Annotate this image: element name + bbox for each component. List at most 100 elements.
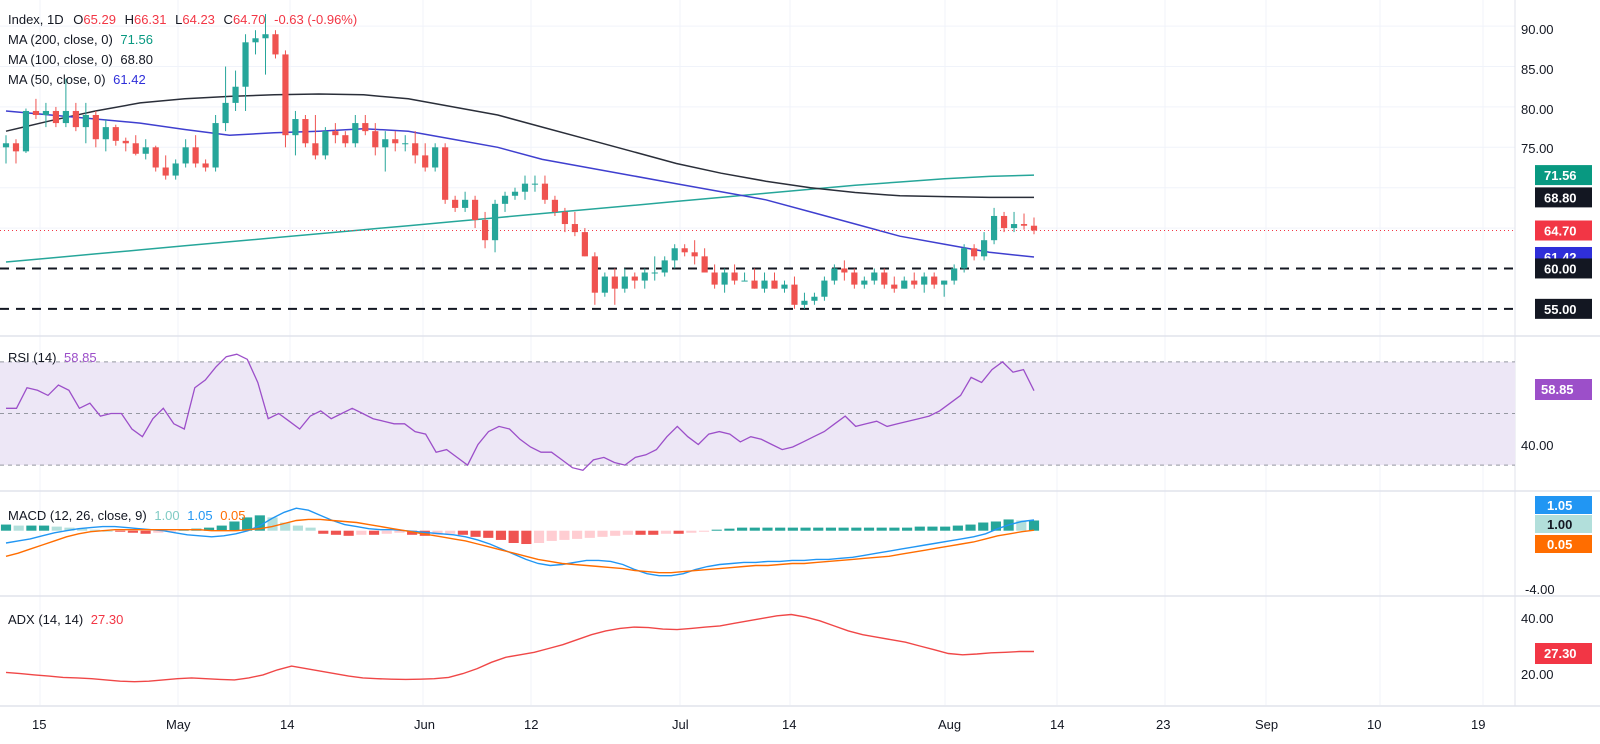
candle-body — [302, 119, 309, 144]
adx-legend-value: 27.30 — [91, 612, 124, 627]
svg-text:MA (50, close, 0) 61.4: MA (50, close, 0) 61.42 — [8, 72, 146, 87]
candle-body — [152, 147, 159, 168]
price-badge: 60.00 — [1544, 261, 1577, 276]
rsi-legend: RSI (14) 58.85 — [8, 350, 97, 365]
candle-body — [332, 131, 339, 136]
candle-body — [122, 140, 129, 144]
candle-body — [701, 256, 708, 273]
adx-legend-label: ADX (14, 14) — [8, 612, 83, 627]
rsi-line — [6, 353, 1035, 472]
candle-body — [192, 147, 199, 164]
time-tick: Sep — [1255, 717, 1278, 732]
time-tick: 15 — [32, 717, 46, 732]
candle-body — [312, 143, 319, 156]
legend-ma50-label: MA (50, close, 0) — [8, 72, 106, 87]
candle-body — [981, 240, 988, 257]
macd-histogram-bar — [280, 522, 291, 531]
candle-body — [422, 155, 429, 168]
adx-tick: 20.00 — [1521, 667, 1554, 682]
candle-body — [611, 276, 618, 289]
time-tick: May — [166, 717, 191, 732]
macd-histogram-bar — [1028, 520, 1040, 531]
candle-body — [212, 123, 219, 168]
macd-histogram-bar — [978, 522, 989, 531]
time-tick: 14 — [782, 717, 796, 732]
time-axis[interactable]: 15 May 14 Jun 12 Jul 14 Aug 14 23 Sep 10… — [32, 717, 1485, 732]
candle-body — [911, 280, 918, 285]
candle-body — [801, 300, 808, 305]
macd-histogram-bar — [546, 530, 557, 541]
macd-histogram-bar — [483, 530, 494, 538]
legend-h-label: H — [125, 12, 134, 27]
macd-badge-signal: 0.05 — [1547, 537, 1572, 552]
candle-body — [362, 123, 369, 132]
macd-histogram-bar — [368, 530, 380, 535]
price-badge-bg — [1535, 258, 1592, 279]
macd-histogram-bar — [318, 530, 329, 534]
candle-body — [781, 284, 788, 289]
macd-histogram-bar — [242, 517, 253, 531]
grid-layer — [0, 0, 1600, 707]
candle-body — [452, 199, 459, 208]
rsi-axis[interactable]: 40.00 58.85 — [1521, 379, 1592, 453]
macd-line — [5, 507, 1035, 577]
macd-histogram-bar — [419, 530, 430, 536]
price-axis[interactable]: 90.00 85.00 80.00 75.00 — [1521, 22, 1554, 156]
time-tick: 23 — [1156, 717, 1170, 732]
candle-body — [551, 199, 559, 212]
macd-histogram-bar — [660, 530, 672, 534]
candle-body — [1030, 225, 1038, 231]
time-tick: Aug — [938, 717, 961, 732]
macd-histogram-bar — [13, 525, 24, 531]
candle-body — [491, 203, 499, 241]
macd-badge-signal-bg — [1535, 535, 1592, 553]
legend-symbol: Index, 1D — [8, 12, 64, 27]
legend-high: 66.31 — [134, 12, 167, 27]
macd-histogram-bar — [965, 524, 976, 531]
macd-histogram-bar — [445, 530, 456, 534]
macd-histogram-bar — [115, 530, 126, 532]
candle-body — [132, 143, 139, 154]
legend-ma50-value: 61.42 — [113, 72, 146, 87]
adx-badge-bg — [1535, 643, 1592, 664]
candle-body — [831, 268, 838, 281]
rsi-band — [0, 361, 1515, 466]
candle-body — [601, 276, 608, 293]
candle-body — [711, 272, 718, 285]
macd-histogram-bar — [990, 521, 1002, 531]
candle-body — [941, 280, 948, 285]
macd-histogram-bar — [140, 530, 151, 534]
macd-histogram-bar — [737, 527, 748, 531]
candle-body — [112, 127, 119, 141]
macd-histogram-bar — [356, 530, 367, 535]
rsi-tick: 40.00 — [1521, 438, 1554, 453]
macd-histogram-bar — [914, 526, 925, 531]
candle-body — [322, 131, 329, 156]
series-layer — [0, 93, 1515, 683]
time-tick: 14 — [280, 717, 294, 732]
candle-body — [821, 280, 828, 297]
rsi-badge-bg — [1535, 379, 1592, 400]
candle-body — [561, 211, 569, 225]
candle-body — [931, 276, 938, 285]
candle-body — [811, 296, 818, 301]
legend-ma100-value: 68.80 — [120, 52, 153, 67]
candle-body — [202, 163, 209, 168]
candle-body — [901, 280, 908, 289]
candle-body — [471, 199, 479, 220]
candle-body — [72, 110, 79, 128]
ma100-line — [5, 93, 1034, 199]
candle-body — [631, 276, 638, 281]
svg-text:MACD (12, 26, close, 9): MACD (12, 26, close, 9) 1.00 1.05 0.05 — [8, 508, 246, 523]
adx-badge: 27.30 — [1544, 646, 1577, 661]
macd-axis[interactable]: 1.05 1.00 0.05 -4.00 — [1525, 496, 1592, 597]
adx-axis[interactable]: 40.00 27.30 20.00 — [1521, 611, 1592, 682]
candle-body — [481, 220, 489, 241]
macd-histogram-bar — [102, 530, 113, 532]
candle-body — [82, 115, 89, 128]
macd-histogram-bar — [470, 530, 481, 537]
candle-body — [402, 143, 409, 145]
candle-body — [372, 131, 379, 148]
candle-body — [951, 268, 958, 281]
